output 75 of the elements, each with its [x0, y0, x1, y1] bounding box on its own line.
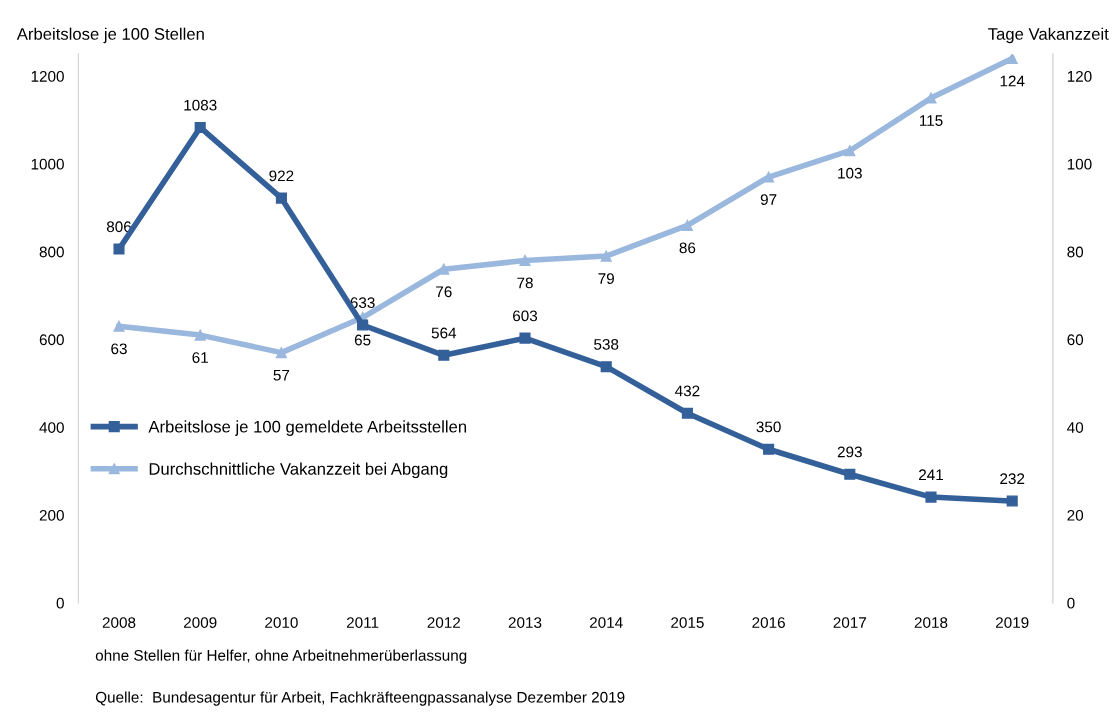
point	[1006, 495, 1018, 507]
data-label: 293	[837, 446, 862, 458]
y-tick-label: 1000	[31, 158, 64, 170]
x-tick-label: 2017	[833, 617, 867, 628]
point	[275, 192, 287, 204]
x-tick-label: 2008	[102, 617, 136, 628]
data-label: 103	[838, 167, 862, 179]
y-axis-title: Arbeitslose je 100 Stellen	[16, 27, 204, 44]
point	[681, 407, 693, 419]
data-label: 922	[269, 170, 294, 182]
point	[925, 491, 937, 503]
data-label: 79	[598, 273, 614, 284]
legend-label: Durchschnittliche Vakanzzeit bei Abgang	[149, 462, 448, 479]
y-tick-label: 600	[39, 334, 64, 346]
x-tick-label: 2018	[914, 617, 948, 628]
x-tick-label: 2011	[346, 617, 379, 628]
data-label: 86	[679, 242, 696, 254]
y-tick-label: 200	[39, 509, 64, 521]
point	[438, 349, 450, 361]
y2-tick-label: 20	[1067, 509, 1084, 521]
data-label: 57	[273, 369, 290, 381]
x-tick-label: 2010	[265, 617, 298, 628]
y-tick-label: 800	[39, 246, 64, 258]
y2-tick-label: 80	[1067, 246, 1084, 258]
y2-tick-label: 40	[1067, 422, 1084, 433]
y2-tick-label: 120	[1067, 70, 1092, 82]
y-tick-label: 0	[56, 597, 64, 609]
data-label: 1083	[184, 99, 217, 111]
legend-label: Arbeitslose je 100 gemeldete Arbeitsstellen	[148, 420, 467, 436]
point	[844, 468, 856, 480]
y-tick-label: 1200	[31, 70, 64, 82]
y2-tick-label: 60	[1067, 334, 1084, 346]
source-note: Quelle: Bundesagentur für Arbeit, Fachkräfteengpassanalyse Dezember 2019	[95, 691, 625, 706]
point	[194, 329, 206, 341]
x-tick-label: 2013	[508, 617, 542, 628]
y2-tick-label: 100	[1067, 158, 1092, 170]
data-label: 63	[111, 343, 127, 355]
x-tick-label: 2016	[752, 617, 785, 628]
data-label: 603	[513, 310, 538, 322]
data-label: 65	[354, 334, 371, 346]
point	[600, 250, 612, 262]
data-label: 232	[1000, 473, 1025, 485]
point	[519, 332, 531, 344]
data-label: 432	[675, 385, 700, 397]
point	[763, 171, 775, 183]
data-label: 350	[756, 421, 781, 433]
data-label: 538	[594, 338, 619, 350]
x-tick-label: 2014	[589, 617, 623, 628]
point	[194, 121, 206, 134]
data-label: 61	[192, 352, 208, 363]
x-tick-label: 2015	[671, 617, 704, 628]
point	[681, 219, 693, 231]
y2-axis-title: Tage Vakanzzeit	[988, 27, 1109, 44]
data-label: 97	[760, 194, 777, 205]
point	[600, 361, 612, 373]
x-tick-label: 2012	[427, 617, 461, 628]
data-label: 564	[431, 327, 457, 339]
point	[1006, 54, 1018, 65]
point	[275, 347, 287, 359]
x-tick-label: 2019	[995, 617, 1029, 628]
point	[763, 443, 775, 455]
point	[844, 145, 856, 157]
point	[113, 320, 125, 332]
data-label: 115	[919, 115, 943, 126]
point	[519, 254, 531, 267]
data-label: 76	[436, 286, 452, 298]
data-label: 124	[1000, 75, 1025, 87]
x-tick-label: 2009	[183, 617, 217, 628]
point	[357, 319, 369, 331]
data-label: 78	[517, 277, 533, 289]
y2-tick-label: 0	[1067, 597, 1075, 609]
data-label: 241	[919, 469, 943, 481]
point	[113, 243, 125, 255]
y-tick-label: 400	[39, 422, 64, 433]
text: ohne Stellen für Helfer, ohne Arbeitnehmerüberlassung	[95, 649, 467, 664]
